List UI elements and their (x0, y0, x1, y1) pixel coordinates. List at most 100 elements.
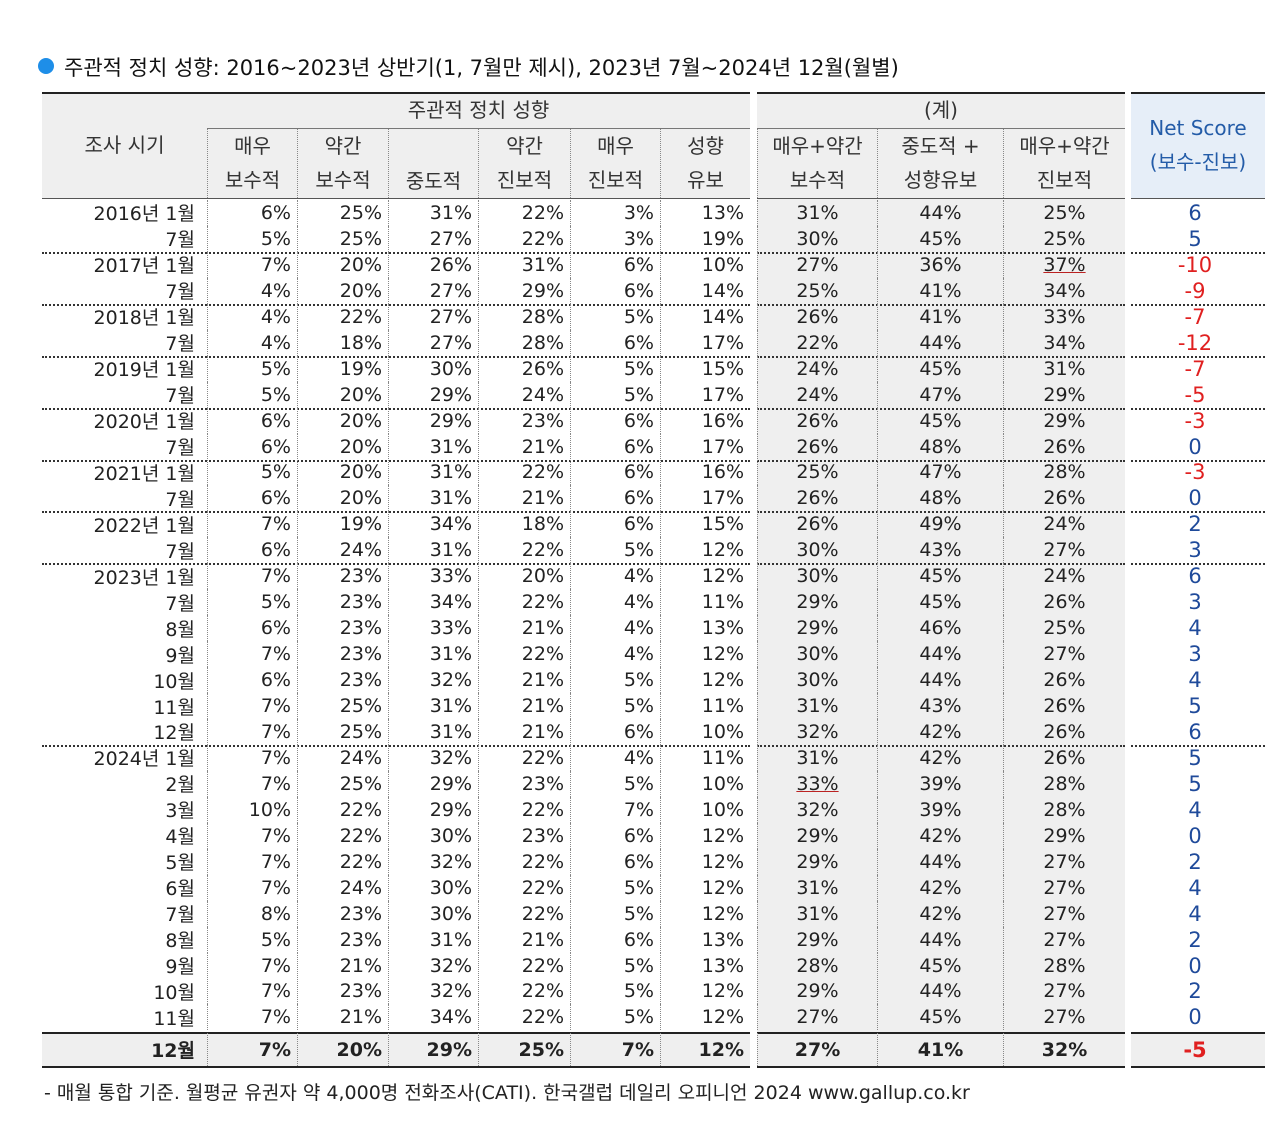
rule (1131, 1066, 1265, 1068)
period: 7월 (165, 281, 195, 304)
cell: 27% (757, 1004, 877, 1031)
cell: 12% (660, 822, 750, 849)
cell: -3 (1184, 408, 1206, 433)
cell: 22% (297, 303, 388, 330)
cell: 5% (207, 225, 297, 252)
cell: 6% (207, 200, 297, 226)
rule (42, 1032, 750, 1034)
cell: 29% (757, 926, 877, 953)
cell: 31% (388, 537, 478, 564)
cell: 10% (660, 770, 750, 797)
cell: 16% (660, 459, 750, 486)
rule (757, 407, 1125, 410)
cell: 21% (478, 926, 570, 953)
last-row-bg (42, 1033, 750, 1066)
cell: 31% (388, 433, 478, 460)
cell: 18% (297, 329, 388, 356)
cell: 4% (570, 563, 660, 590)
cell: 5% (570, 874, 660, 901)
rule (1131, 459, 1265, 462)
body-bg (757, 198, 1125, 1032)
column-header: 중도적 (388, 128, 478, 198)
cell: 27% (757, 1033, 877, 1066)
cell: 33% (757, 770, 877, 797)
cell: 8% (207, 900, 297, 927)
cell: 6% (570, 433, 660, 460)
cell: 13% (660, 926, 750, 953)
cell: 26% (1003, 589, 1125, 616)
cell: 20% (297, 277, 388, 304)
cell: 30% (757, 537, 877, 564)
cell: 6% (570, 848, 660, 875)
cell: 23% (297, 563, 388, 590)
cell: 27% (1003, 978, 1125, 1005)
cell: 26% (1003, 433, 1125, 460)
cell: 2 (1188, 927, 1202, 952)
cell: 20% (297, 407, 388, 434)
cell: 29% (757, 615, 877, 642)
cell: 5% (570, 693, 660, 719)
cell: 25% (297, 225, 388, 252)
cell: 28% (478, 303, 570, 330)
cell: 4 (1188, 668, 1202, 693)
cell: 13% (660, 200, 750, 226)
rule (757, 1032, 1125, 1034)
cell: 0 (1188, 1005, 1202, 1030)
cell: 32% (388, 952, 478, 979)
cell: 5% (570, 978, 660, 1005)
rule (757, 128, 1125, 129)
period: 7월 (165, 333, 195, 356)
rule (1131, 251, 1265, 254)
cell: 45% (877, 225, 1003, 252)
rule (1131, 1032, 1265, 1034)
cell: 21% (478, 485, 570, 512)
cell: 5% (570, 952, 660, 979)
cell: 26% (757, 433, 877, 460)
last-row-bg (1131, 1033, 1265, 1066)
cell: 30% (388, 874, 478, 901)
cell: 14% (660, 277, 750, 304)
cell: 19% (660, 225, 750, 252)
cell: 45% (877, 355, 1003, 382)
cell: 25% (297, 719, 388, 745)
cell: 31% (388, 926, 478, 953)
cell: 22% (297, 822, 388, 849)
cell: 41% (877, 1033, 1003, 1066)
cell: 34% (1003, 329, 1125, 356)
cell: 5% (570, 303, 660, 330)
cell: 3 (1188, 590, 1202, 615)
cell: 3% (570, 200, 660, 226)
cell: 12% (660, 641, 750, 668)
cell: 26% (757, 511, 877, 538)
period: 2020년 1월 (93, 411, 195, 434)
cell: 22% (478, 848, 570, 875)
column-header: 성향 유보 (660, 128, 750, 198)
header-line: 유보 (687, 168, 724, 192)
cell: 36% (877, 251, 1003, 278)
cell: 4% (207, 277, 297, 304)
header-line: 보수적 (789, 168, 846, 192)
cell: 27% (388, 225, 478, 252)
cell: 27% (757, 251, 877, 278)
cell: -5 (1184, 382, 1206, 407)
cell: 21% (478, 719, 570, 745)
column-header: 매우 보수적 (207, 128, 297, 198)
cell: 39% (877, 796, 1003, 823)
rule (757, 355, 1125, 358)
column-header: 중도적 + 성향유보 (877, 128, 1003, 198)
cell: 45% (877, 589, 1003, 616)
header-line: 매우+약간 (772, 134, 863, 158)
cell: 12% (660, 874, 750, 901)
cell: 7% (207, 511, 297, 538)
cell: 29% (757, 978, 877, 1005)
rule (42, 511, 750, 514)
cell: 25% (297, 693, 388, 719)
cell: 33% (388, 563, 478, 590)
period: 3월 (165, 800, 195, 823)
cell: 6% (570, 485, 660, 512)
cell: 18% (478, 511, 570, 538)
cell: 6% (207, 485, 297, 512)
header-line: Net Score (1149, 116, 1247, 140)
cell: 23% (478, 822, 570, 849)
